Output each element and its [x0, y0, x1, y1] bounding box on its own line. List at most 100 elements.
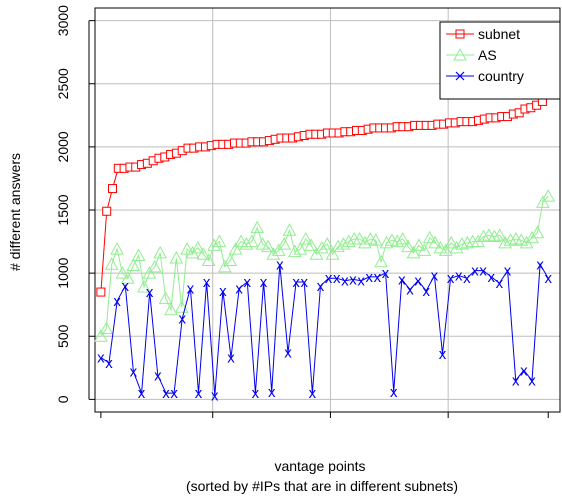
as-point — [487, 229, 502, 243]
country-point: x — [471, 263, 479, 280]
grid-lines — [95, 8, 560, 412]
as-point — [207, 238, 221, 251]
country-point: x — [235, 280, 243, 297]
as-point — [390, 234, 405, 248]
as-point — [535, 195, 550, 208]
country-point: x — [130, 364, 138, 381]
y-tick-label: 0 — [55, 395, 71, 403]
as-point — [341, 234, 356, 248]
y-tick-label: 2000 — [55, 131, 71, 162]
as-point — [444, 235, 459, 249]
country-point: x — [292, 274, 300, 291]
as-point — [104, 257, 119, 270]
country-point: x — [252, 385, 260, 402]
as-point — [530, 225, 545, 239]
as-point — [115, 266, 130, 279]
country-point: x — [504, 263, 512, 280]
as-point — [412, 238, 426, 251]
country-point: x — [162, 385, 170, 402]
y-tick-label: 1000 — [55, 257, 71, 288]
as-point — [164, 302, 178, 316]
country-point: x — [374, 269, 382, 286]
as-point — [234, 234, 248, 248]
as-point — [137, 279, 151, 293]
as-point — [422, 230, 437, 244]
country-point: x — [406, 282, 414, 299]
as-point — [374, 254, 388, 268]
as-point — [288, 244, 302, 258]
country-point: x — [536, 256, 544, 273]
country-point: x — [496, 275, 504, 292]
country-point: x — [447, 270, 455, 287]
legend-subnet-marker — [455, 29, 465, 39]
as-point — [191, 240, 205, 254]
as-point — [250, 220, 265, 234]
as-point — [158, 291, 173, 304]
country-point: x — [187, 280, 195, 297]
country-point: x — [105, 355, 113, 372]
series-as — [94, 189, 556, 342]
as-point — [325, 247, 340, 260]
country-point: x — [195, 385, 203, 402]
as-point — [395, 231, 410, 245]
country-point: x — [146, 284, 154, 301]
as-point — [541, 189, 556, 202]
country-point: x — [219, 283, 227, 300]
country-point: x — [512, 372, 520, 389]
as-point — [336, 237, 351, 250]
as-point — [261, 239, 275, 253]
as-point — [368, 233, 383, 246]
y-tick-label: 2500 — [55, 68, 71, 99]
y-tick-label: 500 — [55, 324, 71, 348]
as-point — [239, 237, 254, 250]
as-point — [379, 235, 394, 249]
as-point — [174, 300, 189, 313]
as-point — [277, 237, 291, 250]
as-point — [309, 247, 324, 260]
as-point — [428, 235, 442, 249]
as-point — [196, 247, 211, 260]
country-point: x — [390, 384, 398, 401]
country-point: x — [154, 367, 162, 384]
as-point — [120, 271, 135, 284]
country-point: x — [203, 274, 211, 291]
as-point — [153, 245, 168, 259]
country-point: x — [544, 270, 552, 287]
country-point: x — [138, 385, 146, 402]
as-point — [304, 238, 318, 251]
y-tick-label: 1500 — [55, 194, 71, 225]
as-point — [331, 239, 345, 253]
country-point: x — [276, 256, 284, 273]
as-point — [201, 253, 216, 266]
as-point — [455, 237, 469, 250]
country-line — [100, 262, 549, 396]
country-point: x — [284, 345, 292, 362]
as-point — [482, 228, 496, 241]
country-point: x — [341, 273, 349, 290]
country-point: x — [317, 278, 325, 295]
subnet-point — [108, 184, 118, 194]
country-point: x — [268, 384, 276, 401]
country-point: x — [113, 293, 121, 310]
as-point — [293, 242, 308, 255]
as-point — [94, 329, 108, 342]
as-point — [99, 321, 114, 335]
country-point: x — [520, 362, 528, 379]
country-point: x — [414, 273, 422, 290]
as-point — [271, 243, 286, 256]
country-point: x — [349, 271, 357, 288]
country-point: x — [382, 265, 390, 282]
as-point — [503, 233, 518, 246]
x-axis-title: vantage points — [274, 458, 365, 474]
country-point: x — [122, 278, 130, 295]
as-point — [449, 240, 464, 254]
country-point: x — [431, 268, 439, 285]
as-point — [492, 228, 507, 241]
country-point: x — [463, 270, 471, 287]
as-point — [266, 247, 281, 260]
as-point — [147, 259, 162, 273]
country-point: x — [528, 372, 536, 389]
as-point — [282, 223, 297, 236]
country-point: x — [309, 385, 317, 402]
